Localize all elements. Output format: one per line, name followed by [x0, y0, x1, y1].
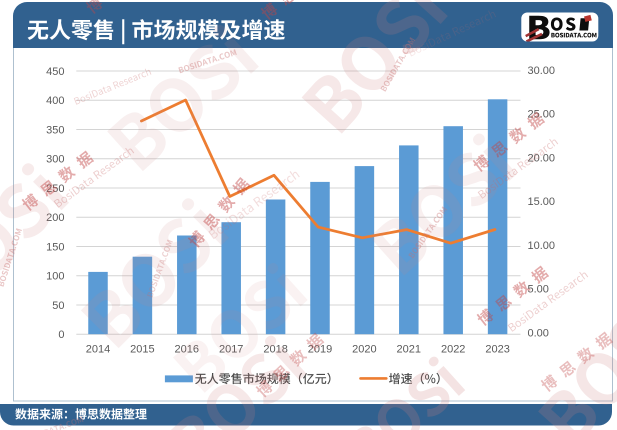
svg-text:50: 50	[52, 300, 64, 312]
svg-text:150: 150	[46, 241, 64, 253]
svg-text:15.00: 15.00	[528, 196, 556, 208]
svg-text:250: 250	[46, 183, 64, 195]
svg-text:300: 300	[46, 154, 64, 166]
svg-text:2021: 2021	[397, 343, 421, 355]
svg-text:2017: 2017	[219, 343, 243, 355]
svg-text:5.00: 5.00	[528, 284, 549, 296]
svg-text:2016: 2016	[175, 343, 199, 355]
svg-text:2018: 2018	[263, 343, 287, 355]
svg-text:30.00: 30.00	[528, 65, 556, 77]
svg-text:2020: 2020	[352, 343, 376, 355]
svg-text:0.00: 0.00	[528, 327, 549, 339]
svg-text:25.00: 25.00	[528, 109, 556, 121]
svg-text:450: 450	[46, 66, 64, 78]
svg-text:100: 100	[46, 271, 64, 283]
svg-text:2014: 2014	[86, 343, 110, 355]
svg-text:350: 350	[46, 124, 64, 136]
svg-text:400: 400	[46, 95, 64, 107]
svg-text:10.00: 10.00	[528, 240, 556, 252]
svg-text:2019: 2019	[308, 343, 332, 355]
svg-text:0: 0	[58, 329, 64, 341]
svg-text:2023: 2023	[485, 343, 509, 355]
svg-text:200: 200	[46, 212, 64, 224]
svg-text:2022: 2022	[441, 343, 465, 355]
svg-text:20.00: 20.00	[528, 152, 556, 164]
svg-text:2015: 2015	[130, 343, 154, 355]
